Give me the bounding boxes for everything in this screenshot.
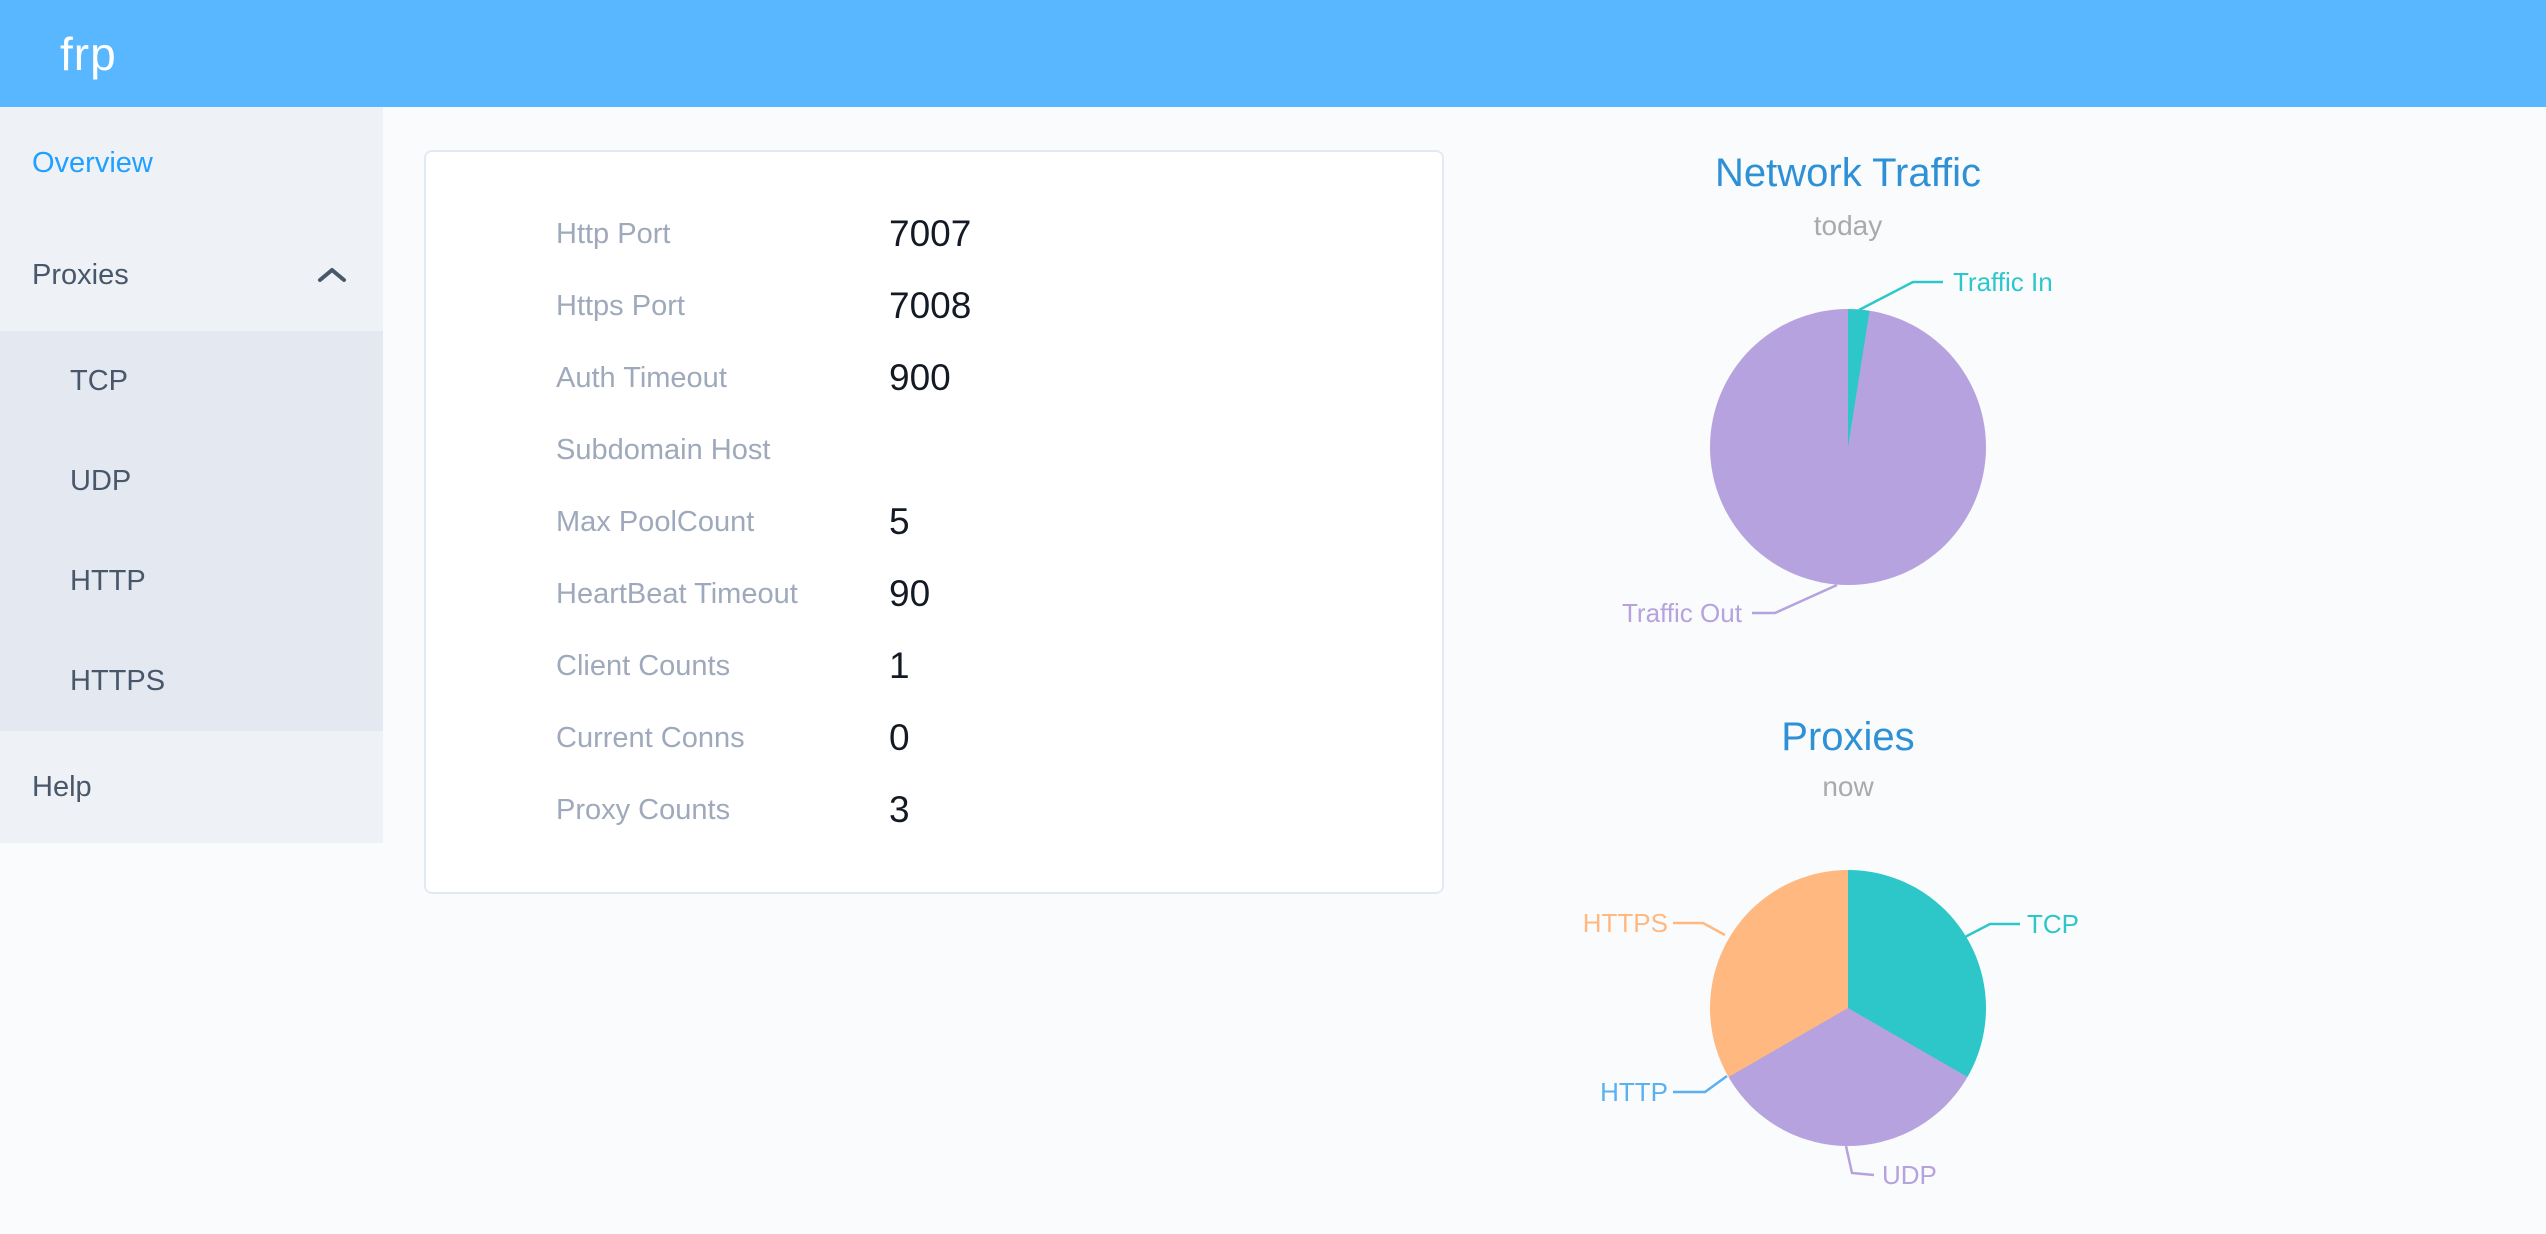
sidebar-item-tcp[interactable]: TCP bbox=[0, 331, 383, 431]
field-label: Http Port bbox=[556, 217, 671, 250]
sidebar-item-label: Proxies bbox=[32, 258, 129, 291]
sidebar: Overview Proxies TCP UDP HTTP HTTPS Help bbox=[0, 107, 383, 843]
table-row: Auth Timeout 900 bbox=[426, 342, 1442, 414]
sidebar-submenu-proxies: TCP UDP HTTP HTTPS bbox=[0, 331, 383, 731]
chart-title: Network Traffic bbox=[1715, 151, 1981, 195]
pie-label-http: HTTP bbox=[1600, 1077, 1668, 1107]
field-label: Client Counts bbox=[556, 649, 731, 682]
field-label: Max PoolCount bbox=[556, 505, 755, 538]
table-row: Client Counts 1 bbox=[426, 630, 1442, 702]
table-row: Current Conns 0 bbox=[426, 702, 1442, 774]
sidebar-item-label: HTTP bbox=[70, 564, 146, 597]
sidebar-item-label: Help bbox=[32, 770, 92, 803]
field-value: 5 bbox=[889, 501, 910, 542]
pie-label-https: HTTPS bbox=[1582, 908, 1668, 938]
field-label: Current Conns bbox=[556, 721, 745, 754]
label-line-udp bbox=[1844, 1145, 1875, 1177]
server-info-card: Http Port 7007 Https Port 7008 Auth Time… bbox=[424, 150, 1444, 894]
table-row: Http Port 7007 bbox=[426, 198, 1442, 270]
label-line-https bbox=[1673, 921, 1726, 937]
field-label: Auth Timeout bbox=[556, 361, 727, 394]
sidebar-item-label: TCP bbox=[70, 364, 128, 397]
chart-subtitle: today bbox=[1813, 210, 1883, 241]
table-row: HeartBeat Timeout 90 bbox=[426, 558, 1442, 630]
field-value: 900 bbox=[889, 357, 951, 398]
sidebar-item-label: HTTPS bbox=[70, 664, 166, 697]
app-header: frp bbox=[0, 0, 2546, 107]
sidebar-item-label: UDP bbox=[70, 464, 132, 497]
sidebar-item-https[interactable]: HTTPS bbox=[0, 631, 383, 731]
proxies-pie[interactable] bbox=[1710, 870, 1986, 1146]
pie-label-udp: UDP bbox=[1882, 1160, 1937, 1190]
network-traffic-chart: Network Traffic today Traffic In Traffic… bbox=[1548, 140, 2148, 660]
proxies-chart: Proxies now TCP HTTPS HTTP UDP bbox=[1548, 690, 2148, 1234]
pie-label-tcp: TCP bbox=[2027, 909, 2079, 939]
pie-label-traffic-in: Traffic In bbox=[1953, 267, 2053, 297]
field-label: Subdomain Host bbox=[556, 433, 771, 466]
sidebar-item-help[interactable]: Help bbox=[0, 731, 383, 843]
network-traffic-pie[interactable] bbox=[1710, 309, 1986, 585]
label-line-traffic-in bbox=[1858, 280, 1943, 312]
sidebar-item-overview[interactable]: Overview bbox=[0, 107, 383, 219]
label-line-tcp bbox=[1964, 922, 2020, 939]
table-row: Max PoolCount 5 bbox=[426, 486, 1442, 558]
label-line-http bbox=[1673, 1074, 1728, 1094]
field-label: Https Port bbox=[556, 289, 685, 322]
chart-title: Proxies bbox=[1781, 715, 1915, 759]
chart-subtitle: now bbox=[1822, 771, 1874, 802]
field-value: 1 bbox=[889, 645, 910, 686]
sidebar-item-udp[interactable]: UDP bbox=[0, 431, 383, 531]
table-row: Subdomain Host bbox=[426, 414, 1442, 486]
field-value: 0 bbox=[889, 717, 910, 758]
pie-label-traffic-out: Traffic Out bbox=[1622, 598, 1742, 628]
field-label: HeartBeat Timeout bbox=[556, 577, 798, 610]
sidebar-item-http[interactable]: HTTP bbox=[0, 531, 383, 631]
field-value: 7007 bbox=[889, 213, 972, 254]
table-row: Proxy Counts 3 bbox=[426, 774, 1442, 846]
field-value: 90 bbox=[889, 573, 931, 614]
field-value: 3 bbox=[889, 789, 910, 830]
table-row: Https Port 7008 bbox=[426, 270, 1442, 342]
sidebar-item-proxies[interactable]: Proxies bbox=[0, 219, 383, 331]
label-line-traffic-out bbox=[1752, 583, 1838, 615]
sidebar-item-label: Overview bbox=[32, 146, 153, 179]
app-logo: frp bbox=[60, 27, 117, 80]
chevron-up-icon bbox=[318, 268, 346, 282]
field-value: 7008 bbox=[889, 285, 972, 326]
field-label: Proxy Counts bbox=[556, 793, 731, 826]
